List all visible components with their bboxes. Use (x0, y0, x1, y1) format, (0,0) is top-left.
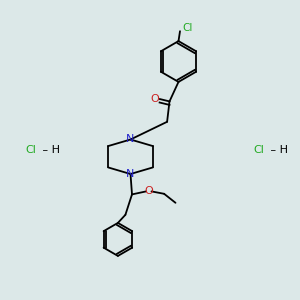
Text: O: O (151, 94, 160, 104)
Text: Cl: Cl (253, 145, 264, 155)
Text: O: O (144, 186, 153, 197)
Text: – H: – H (39, 145, 60, 155)
Text: Cl: Cl (182, 23, 193, 33)
Text: Cl: Cl (25, 145, 36, 155)
Text: – H: – H (267, 145, 288, 155)
Text: N: N (126, 134, 135, 145)
Text: N: N (126, 169, 135, 179)
